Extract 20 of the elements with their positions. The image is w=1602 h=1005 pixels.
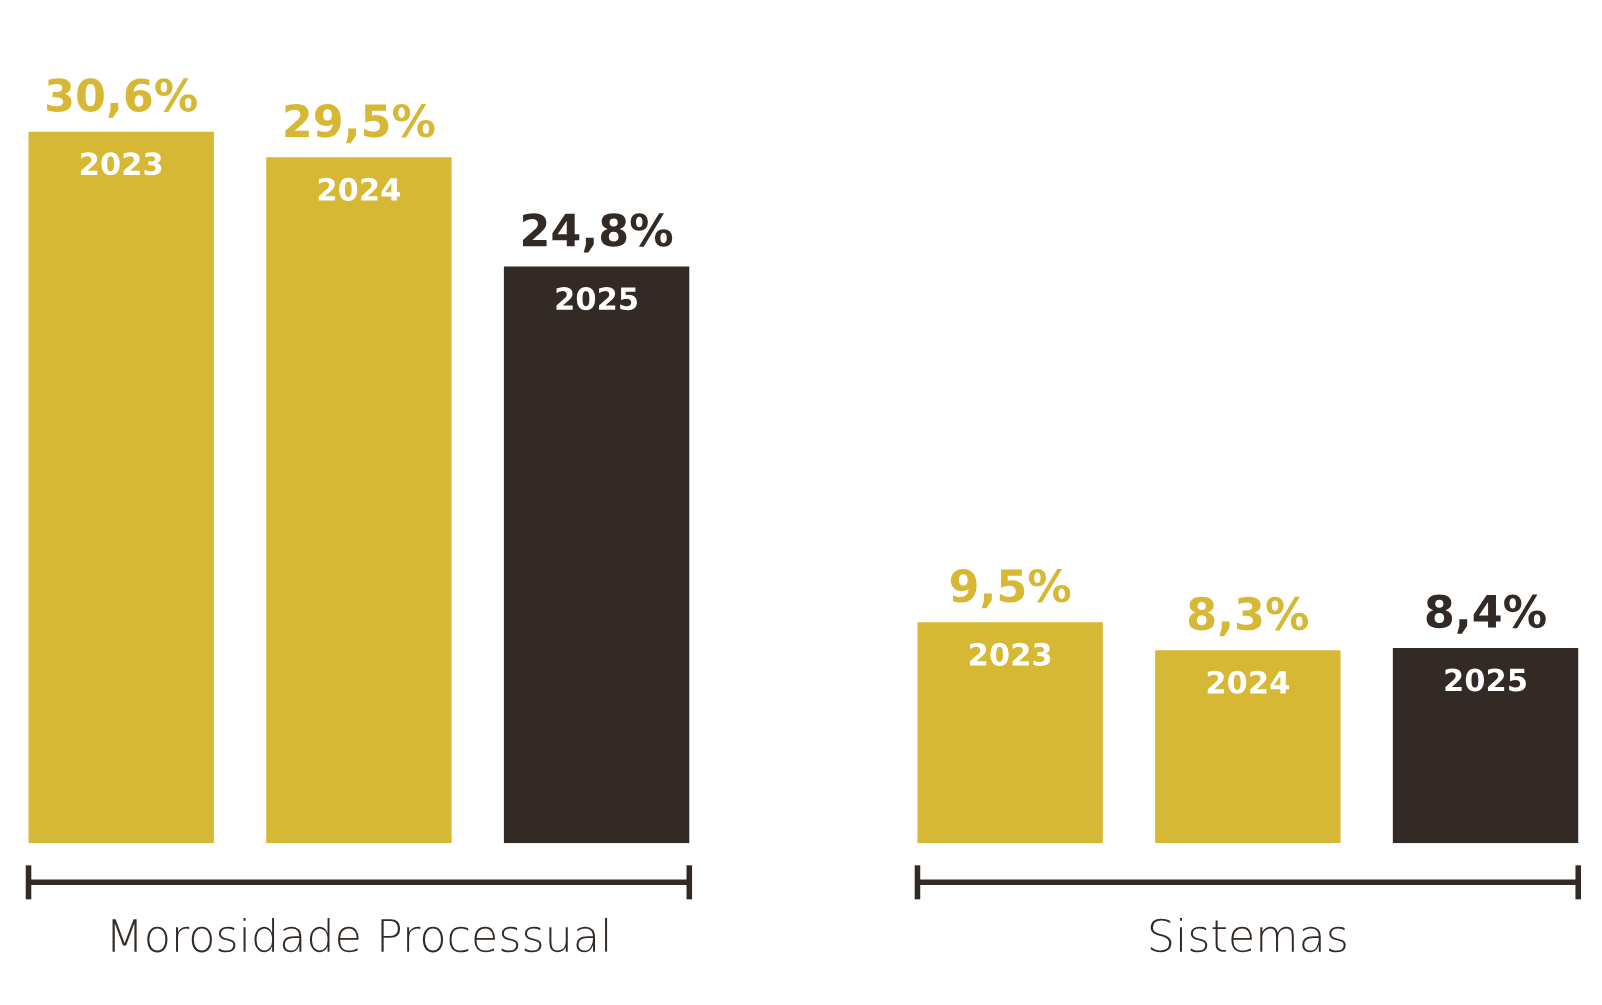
data-label: 29,5%	[285, 103, 435, 144]
series-label: 2024	[1207, 670, 1289, 694]
bar	[1155, 650, 1341, 844]
bar	[1392, 647, 1579, 844]
text: 2025	[1445, 668, 1526, 692]
bar	[917, 622, 1103, 844]
bar	[28, 131, 214, 844]
data-label: 8,4%	[1426, 594, 1546, 634]
data-label: 30,6%	[47, 78, 197, 118]
data-label: 24,8%	[523, 213, 673, 253]
text: 2023	[970, 642, 1051, 666]
series-label: 2025	[556, 287, 637, 311]
data-label: 9,5%	[950, 568, 1071, 609]
bar	[266, 157, 452, 844]
x-tick-label: Morosidade Processual	[112, 917, 608, 953]
bar	[503, 266, 690, 844]
text: 2024	[318, 177, 401, 201]
data-label: 8,3%	[1188, 596, 1309, 637]
series-label: 2023	[81, 152, 162, 176]
x-tick-label: Sistemas	[1150, 917, 1346, 953]
